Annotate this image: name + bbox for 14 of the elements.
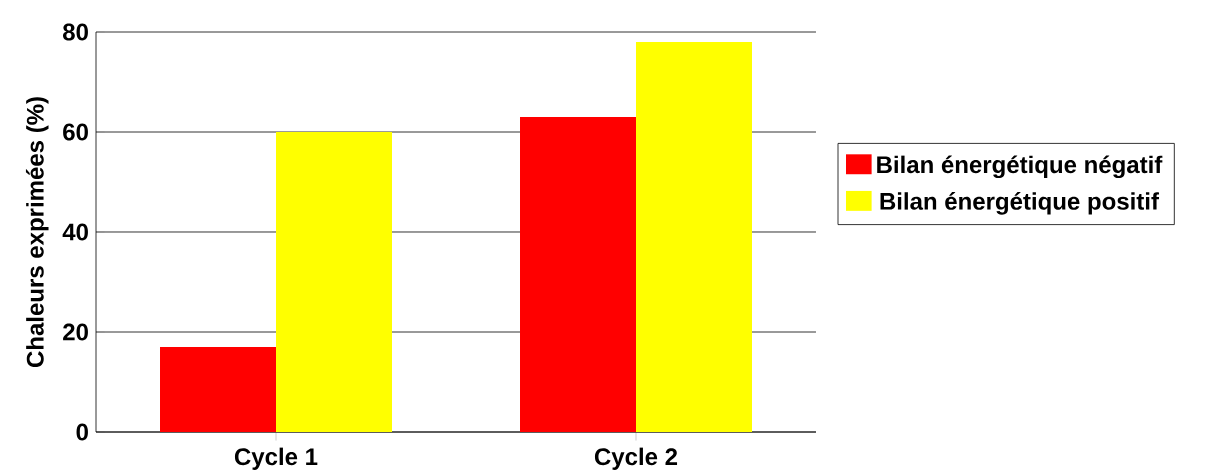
y-tick-label: 60 xyxy=(63,123,88,141)
x-tick-label: Cycle 1 xyxy=(234,447,318,470)
x-tick-label: Cycle 2 xyxy=(594,447,678,470)
y-tick-label: 40 xyxy=(62,223,88,241)
bar xyxy=(636,42,752,432)
y-axis-title: Chaleurs exprimées (%) xyxy=(25,97,49,368)
legend-label: Bilan énergétique négatif xyxy=(877,155,1163,179)
y-tick-label: 80 xyxy=(62,23,88,41)
bar xyxy=(520,117,636,432)
bar xyxy=(276,132,392,432)
legend-label: Bilan énergétique positif xyxy=(880,192,1160,215)
bar xyxy=(160,347,276,432)
y-tick-label: 20 xyxy=(63,323,88,341)
y-tick-label: 0 xyxy=(76,423,88,441)
